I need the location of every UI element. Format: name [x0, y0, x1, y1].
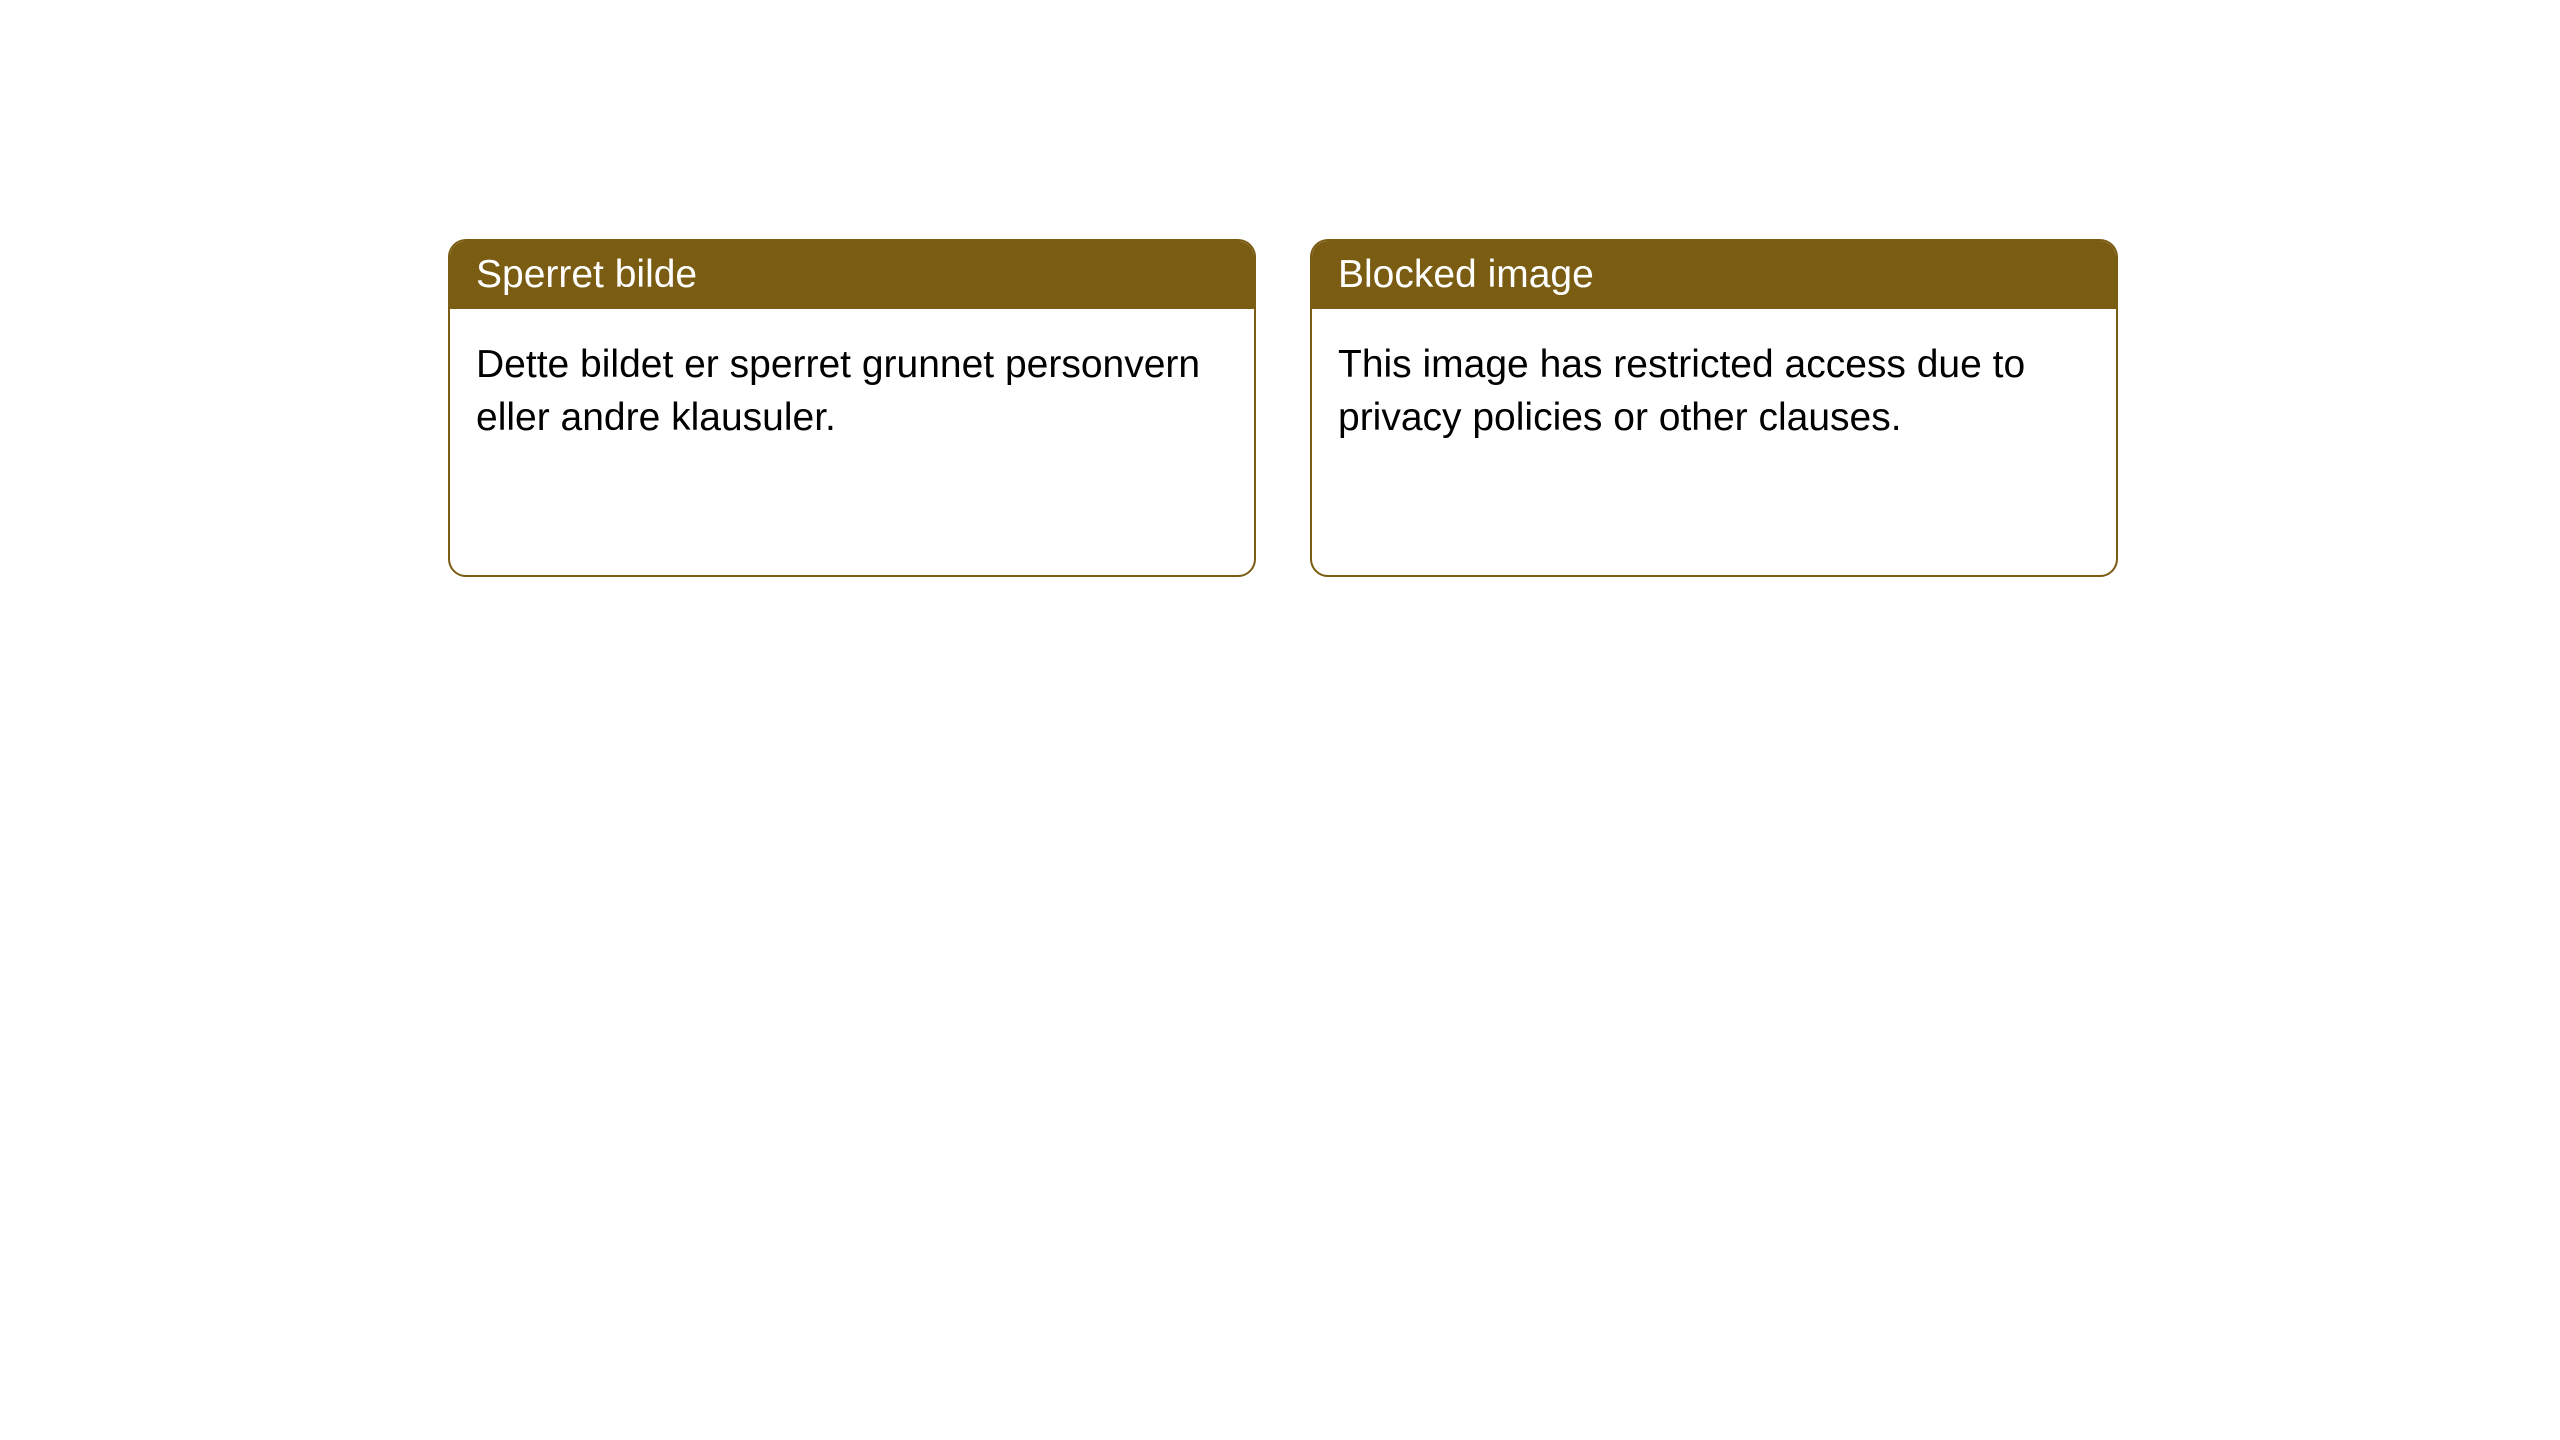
notice-body: This image has restricted access due to …	[1312, 309, 2116, 474]
notice-message: Dette bildet er sperret grunnet personve…	[476, 343, 1200, 439]
notice-card-norwegian: Sperret bilde Dette bildet er sperret gr…	[448, 239, 1256, 577]
notice-title: Blocked image	[1338, 253, 1594, 296]
notice-body: Dette bildet er sperret grunnet personve…	[450, 309, 1254, 474]
notice-header: Sperret bilde	[450, 241, 1254, 309]
notice-card-english: Blocked image This image has restricted …	[1310, 239, 2118, 577]
notice-message: This image has restricted access due to …	[1338, 343, 2025, 439]
notice-header: Blocked image	[1312, 241, 2116, 309]
notice-container: Sperret bilde Dette bildet er sperret gr…	[0, 0, 2560, 577]
notice-title: Sperret bilde	[476, 253, 697, 296]
